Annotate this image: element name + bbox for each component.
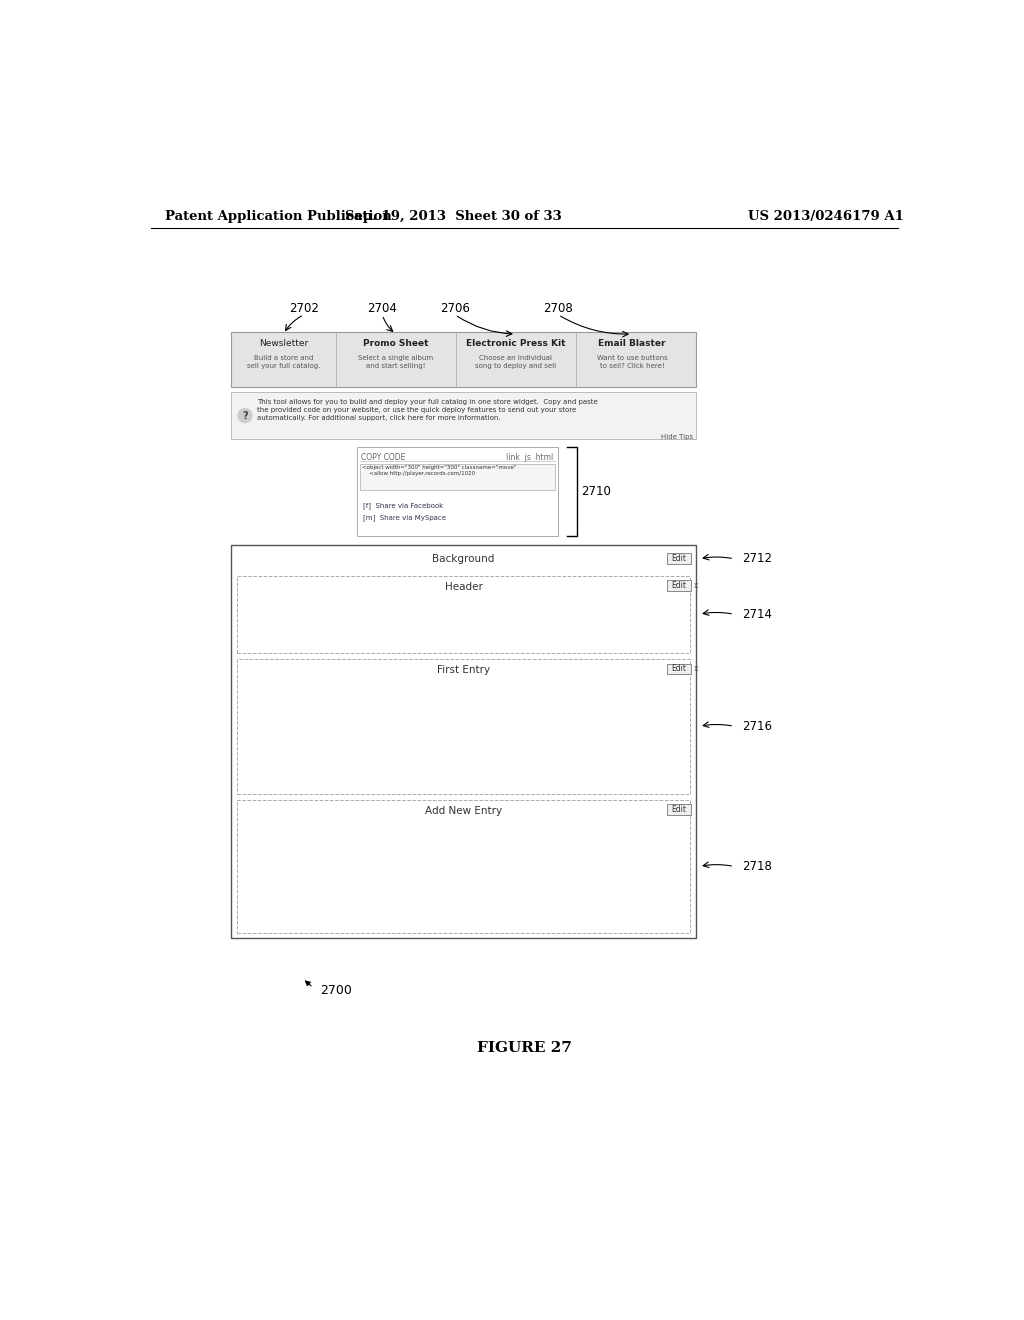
Bar (667, 664, 691, 675)
Text: 2706: 2706 (440, 302, 470, 315)
Text: This tool allows for you to build and deploy your full catalog in one store widg: This tool allows for you to build and de… (257, 399, 598, 421)
Text: [m]  Share via MySpace: [m] Share via MySpace (362, 515, 445, 521)
Text: Edit: Edit (672, 805, 686, 814)
Text: Edit: Edit (672, 664, 686, 673)
Bar (667, 553, 691, 564)
Text: 2704: 2704 (368, 302, 397, 315)
Text: 2708: 2708 (544, 302, 573, 315)
Bar (667, 804, 691, 816)
Text: Want to use buttons
to sell? Click here!: Want to use buttons to sell? Click here! (597, 355, 668, 370)
Bar (231, 331, 696, 387)
Text: Background: Background (432, 554, 495, 564)
Circle shape (238, 409, 252, 422)
Text: x: x (694, 581, 698, 590)
Text: Build a store and
sell your full catalog.: Build a store and sell your full catalog… (247, 355, 321, 370)
Text: Email Blaster: Email Blaster (598, 339, 666, 347)
Bar (667, 581, 691, 591)
Text: Hide Tips: Hide Tips (660, 434, 693, 440)
Text: 2710: 2710 (582, 484, 611, 498)
Text: 2714: 2714 (741, 607, 772, 620)
Text: FIGURE 27: FIGURE 27 (477, 1040, 572, 1055)
Text: US 2013/0246179 A1: US 2013/0246179 A1 (748, 210, 903, 223)
Text: Electronic Press Kit: Electronic Press Kit (466, 339, 565, 347)
Bar (238, 576, 690, 653)
Text: Sep. 19, 2013  Sheet 30 of 33: Sep. 19, 2013 Sheet 30 of 33 (345, 210, 562, 223)
Text: 2702: 2702 (289, 302, 318, 315)
Bar (231, 392, 696, 438)
Text: 2700: 2700 (321, 983, 352, 997)
Text: link  js  html: link js html (506, 453, 554, 462)
Text: [f]  Share via Facebook: [f] Share via Facebook (362, 502, 443, 508)
Text: Promo Sheet: Promo Sheet (364, 339, 428, 347)
Text: First Entry: First Entry (437, 665, 490, 675)
Bar (359, 465, 555, 490)
Text: Add New Entry: Add New Entry (425, 805, 502, 816)
Bar (238, 800, 690, 933)
Text: Select a single album
and start selling!: Select a single album and start selling! (358, 355, 433, 370)
Text: <object width="300" height="300" classname="move"
    <allow http://player.recor: <object width="300" height="300" classna… (362, 465, 516, 477)
Text: ?: ? (243, 411, 248, 421)
Text: Newsletter: Newsletter (259, 339, 308, 347)
Text: Patent Application Publication: Patent Application Publication (165, 210, 392, 223)
Text: Header: Header (444, 582, 482, 591)
Text: 2712: 2712 (741, 552, 772, 565)
Bar (231, 545, 696, 937)
Text: Edit: Edit (672, 554, 686, 564)
Text: x: x (694, 664, 698, 673)
Text: Choose an individual
song to deploy and sell: Choose an individual song to deploy and … (475, 355, 556, 370)
Bar (238, 659, 690, 793)
Text: COPY CODE: COPY CODE (361, 453, 406, 462)
Bar (356, 447, 558, 536)
Text: 2718: 2718 (741, 859, 772, 873)
Text: Edit: Edit (672, 581, 686, 590)
Text: 2716: 2716 (741, 719, 772, 733)
